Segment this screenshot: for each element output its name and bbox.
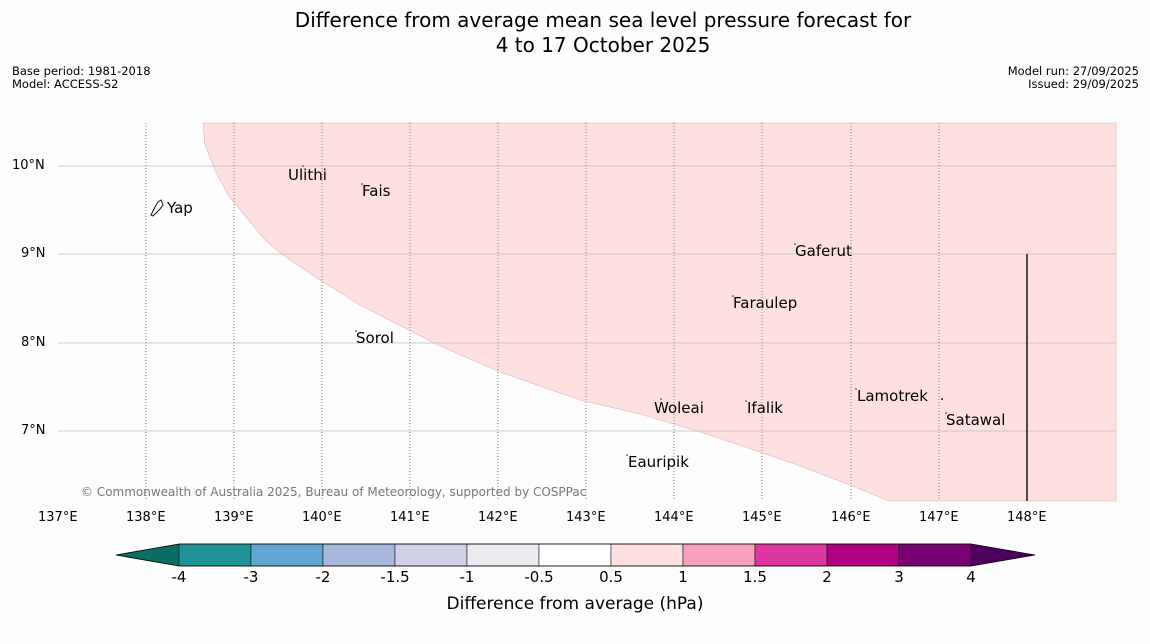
base-period: Base period: 1981-2018 bbox=[12, 64, 151, 78]
colorbar-tick: 3 bbox=[894, 568, 904, 586]
place-ulithi: Ulithi bbox=[288, 166, 327, 184]
colorbar-tick: 1 bbox=[678, 568, 688, 586]
lon-gridlines bbox=[145, 123, 940, 501]
lat-label-7n: 7°N bbox=[21, 423, 46, 438]
colorbar-tick: -1 bbox=[459, 568, 475, 586]
meta-right: Model run: 27/09/2025 Issued: 29/09/2025 bbox=[1008, 65, 1139, 91]
lon-label-137e: 137°E bbox=[38, 510, 78, 525]
chart-title: Difference from average mean sea level p… bbox=[0, 8, 1150, 58]
lon-label-146e: 146°E bbox=[831, 510, 871, 525]
issued-date: Issued: 29/09/2025 bbox=[1028, 77, 1139, 91]
colorbar-tick: -2 bbox=[315, 568, 331, 586]
colorbar-tick: 0.5 bbox=[599, 568, 623, 586]
place-satawal: Satawal bbox=[946, 411, 1006, 429]
place-sorol: Sorol bbox=[356, 329, 394, 347]
island-dots bbox=[302, 165, 947, 456]
yap-island-shape bbox=[150, 199, 164, 217]
model-run: Model run: 27/09/2025 bbox=[1007, 64, 1139, 78]
lon-label-142e: 142°E bbox=[478, 510, 518, 525]
lon-label-147e: 147°E bbox=[919, 510, 959, 525]
colorbar-tick: 1.5 bbox=[743, 568, 767, 586]
title-line-1: Difference from average mean sea level p… bbox=[294, 8, 912, 32]
place-yap: Yap bbox=[167, 199, 193, 217]
colorbar-tick: -1.5 bbox=[380, 568, 410, 586]
place-fais: Fais bbox=[362, 182, 391, 200]
model-name: Model: ACCESS-S2 bbox=[12, 77, 119, 91]
lon-label-143e: 143°E bbox=[566, 510, 606, 525]
lat-label-9n: 9°N bbox=[21, 246, 46, 261]
colorbar-tick: -0.5 bbox=[524, 568, 554, 586]
lon-label-148e: 148°E bbox=[1007, 510, 1047, 525]
place-faraulep: Faraulep bbox=[733, 294, 798, 312]
lon-label-144e: 144°E bbox=[654, 510, 694, 525]
lat-label-10n: 10°N bbox=[12, 158, 45, 173]
copyright-notice: © Commonwealth of Australia 2025, Bureau… bbox=[81, 485, 587, 499]
colorbar-tick: 2 bbox=[822, 568, 832, 586]
colorbar-tick: -4 bbox=[171, 568, 187, 586]
lon-label-140e: 140°E bbox=[302, 510, 342, 525]
colorbar-tick: 4 bbox=[966, 568, 976, 586]
place-gaferut: Gaferut bbox=[795, 242, 852, 260]
lon-label-139e: 139°E bbox=[214, 510, 254, 525]
place-woleai: Woleai bbox=[654, 399, 704, 417]
meta-left: Base period: 1981-2018 Model: ACCESS-S2 bbox=[12, 65, 151, 91]
anomaly-region bbox=[202, 122, 1117, 502]
lon-label-138e: 138°E bbox=[126, 510, 166, 525]
title-line-2: 4 to 17 October 2025 bbox=[495, 33, 711, 57]
place-lamotrek: Lamotrek bbox=[857, 387, 928, 405]
lat-label-8n: 8°N bbox=[21, 335, 46, 350]
place-eauripik: Eauripik bbox=[628, 453, 689, 471]
colorbar-tick: -3 bbox=[243, 568, 259, 586]
colorbar-label: Difference from average (hPa) bbox=[446, 594, 704, 614]
lon-label-145e: 145°E bbox=[742, 510, 782, 525]
place-ifalik: Ifalik bbox=[747, 399, 783, 417]
lon-label-141e: 141°E bbox=[390, 510, 430, 525]
